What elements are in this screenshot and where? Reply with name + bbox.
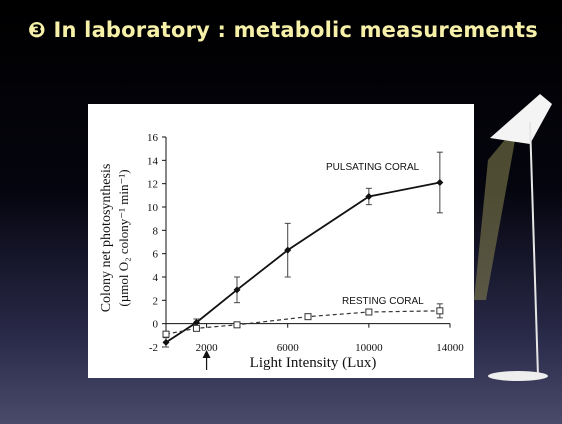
series-line-1 [165, 310, 440, 335]
series-line-0 [165, 181, 441, 344]
data-point [233, 321, 241, 329]
data-point [284, 246, 292, 254]
y-axis-label-line1: Colony net photosynthesis [99, 164, 114, 313]
data-point [162, 330, 170, 338]
slide-title: ❸ In laboratory : metabolic measurements [28, 18, 538, 42]
y-tick-label: -2 [149, 342, 158, 354]
data-point [192, 319, 200, 326]
data-point [304, 313, 312, 321]
y-tick-label: 14 [147, 155, 159, 167]
y-axis-label-line2: (µmol O₂ colony⁻¹ min⁻¹) [116, 169, 131, 306]
y-tick-label: 10 [147, 202, 159, 214]
data-point [436, 307, 444, 315]
data-point [365, 193, 373, 200]
y-tick-label: 2 [153, 295, 159, 307]
lamp-shade [490, 94, 552, 144]
series-label-pulsating: PULSATING CORAL [326, 162, 420, 173]
arrow-head [202, 350, 211, 358]
series-label-resting: RESTING CORAL [342, 296, 424, 307]
chart-axes: -2 0 2 4 6 8 10 12 14 16 2000 6000 10000 14000 [147, 132, 464, 370]
y-tick-label: 4 [153, 272, 159, 284]
y-tick-label: 0 [153, 319, 159, 331]
data-point [162, 338, 170, 346]
lamp-light-beam [474, 124, 518, 300]
photosynthesis-chart: -2 0 2 4 6 8 10 12 14 16 2000 6000 10000 14000 PULSAT… [99, 132, 464, 371]
data-point [365, 308, 373, 316]
x-tick-label: 6000 [277, 342, 300, 354]
x-axis-label: Light Intensity (Lux) [250, 355, 377, 371]
y-tick-label: 16 [147, 132, 159, 144]
data-point [233, 286, 241, 294]
y-tick-label: 6 [153, 249, 159, 261]
chart-series [162, 151, 444, 348]
x-tick-label: 10000 [355, 342, 383, 354]
y-tick-label: 12 [147, 179, 158, 191]
lamp-arm [529, 121, 539, 377]
data-point [436, 179, 444, 186]
data-point [192, 324, 200, 332]
chart-panel: -2 0 2 4 6 8 10 12 14 16 2000 6000 10000 14000 PULSAT… [88, 104, 474, 378]
x-tick-label: 2000 [196, 342, 219, 354]
x-tick-label: 14000 [436, 342, 464, 354]
lamp-base [488, 371, 548, 381]
y-tick-label: 8 [153, 225, 159, 237]
